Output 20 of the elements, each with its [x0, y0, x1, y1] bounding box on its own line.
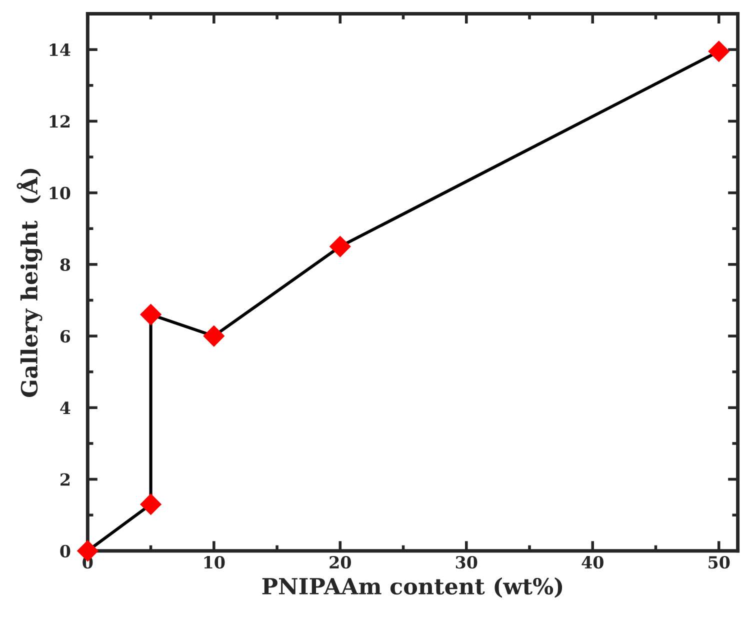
- y-tick-label: 6: [60, 330, 70, 343]
- x-tick-label: 50: [708, 556, 730, 569]
- y-tick-label: 10: [50, 186, 70, 200]
- y-tick-label: 2: [60, 473, 70, 486]
- y-tick-label: 12: [50, 115, 70, 128]
- point: [140, 304, 162, 326]
- x-axis-title: PNIPAAm content (wt%): [262, 577, 562, 598]
- y-axis-title: Gallery height (Å): [16, 168, 42, 397]
- x-tick-label: 40: [582, 556, 604, 569]
- y-tick-label: 4: [60, 402, 70, 414]
- y-tick-label: 0: [60, 544, 70, 558]
- point: [140, 494, 162, 515]
- point: [708, 40, 730, 62]
- x-tick-label: 20: [330, 556, 351, 569]
- point: [330, 236, 351, 258]
- point: [203, 326, 224, 347]
- x-tick-label: 30: [456, 556, 478, 569]
- y-tick-label: 14: [50, 44, 70, 56]
- y-tick-label: 8: [60, 258, 70, 271]
- x-tick-label: 10: [204, 556, 225, 569]
